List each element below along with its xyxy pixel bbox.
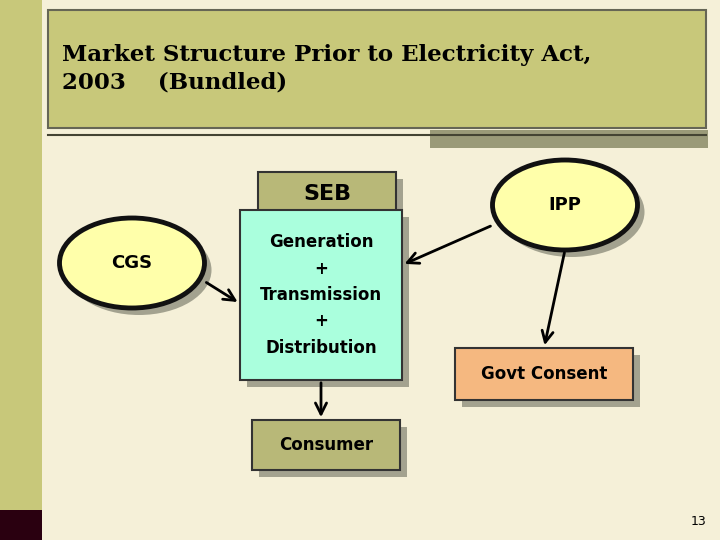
Text: Govt Consent: Govt Consent xyxy=(481,365,607,383)
Text: Generation
+
Transmission
+
Distribution: Generation + Transmission + Distribution xyxy=(260,233,382,357)
Text: 13: 13 xyxy=(690,515,706,528)
FancyBboxPatch shape xyxy=(247,217,409,387)
FancyBboxPatch shape xyxy=(48,10,706,128)
Ellipse shape xyxy=(500,167,644,257)
Text: IPP: IPP xyxy=(549,196,582,214)
FancyBboxPatch shape xyxy=(430,130,708,148)
Ellipse shape xyxy=(66,225,212,315)
Text: CGS: CGS xyxy=(112,254,153,272)
Text: Market Structure Prior to Electricity Act,
2003    (Bundled): Market Structure Prior to Electricity Ac… xyxy=(62,44,591,94)
FancyBboxPatch shape xyxy=(265,179,403,223)
Text: SEB: SEB xyxy=(303,184,351,204)
FancyBboxPatch shape xyxy=(258,172,396,216)
Ellipse shape xyxy=(492,160,637,250)
Text: Consumer: Consumer xyxy=(279,436,373,454)
Ellipse shape xyxy=(60,218,204,308)
FancyBboxPatch shape xyxy=(259,427,407,477)
FancyBboxPatch shape xyxy=(252,420,400,470)
FancyBboxPatch shape xyxy=(455,348,633,400)
FancyBboxPatch shape xyxy=(0,510,42,540)
FancyBboxPatch shape xyxy=(240,210,402,380)
FancyBboxPatch shape xyxy=(0,0,42,540)
FancyBboxPatch shape xyxy=(462,355,640,407)
